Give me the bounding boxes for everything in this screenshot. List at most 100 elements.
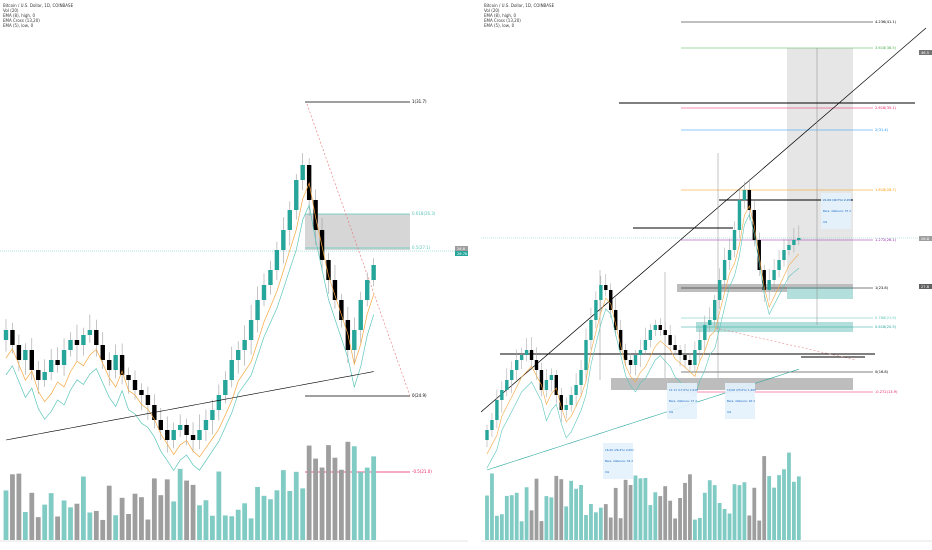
right-volume-bar — [737, 485, 742, 540]
right-volume-bar — [693, 519, 697, 540]
right-candle — [623, 350, 628, 360]
right-volume-bar — [564, 506, 569, 540]
right-volume-bar — [727, 513, 732, 540]
left-volume-bar — [229, 516, 235, 540]
left-volume-bar — [151, 478, 157, 540]
left-volume-bar — [248, 518, 254, 540]
left-price-tag-bg — [455, 246, 468, 251]
right-candle — [643, 340, 648, 350]
right-legend-symbol: Bitcoin / U.S. Dollar, 1D, COINBASE — [484, 3, 555, 8]
right-fib-label: 0.618(20.5) — [875, 325, 897, 329]
right-volume-bar — [787, 452, 791, 540]
right-chart-canvas[interactable]: 4.236(41.1) 3.618(38.5) 2.618(35.1) 2(31.4)… — [481, 0, 932, 550]
right-volume-bar — [613, 487, 618, 540]
left-candle — [274, 250, 280, 270]
right-volume-bar — [688, 474, 692, 540]
right-candle — [614, 310, 618, 330]
right-measure-box — [603, 443, 633, 479]
left-candle — [190, 435, 196, 440]
right-candle — [609, 290, 613, 310]
right-candle — [678, 350, 682, 355]
left-candle — [10, 330, 15, 345]
left-volume-bar — [358, 472, 364, 540]
right-volume-bar — [499, 514, 504, 540]
right-candle — [787, 245, 791, 250]
left-volume-bar — [74, 503, 80, 540]
right-candle — [717, 280, 722, 300]
left-volume-bar — [287, 490, 293, 540]
right-candle — [663, 330, 667, 335]
right-volume-bar — [663, 486, 668, 540]
left-candle — [42, 372, 47, 380]
right-candle — [688, 360, 692, 365]
left-candle — [139, 390, 144, 395]
right-measure-bars: Bars, distance: 37 d — [823, 209, 851, 213]
left-candle — [171, 430, 176, 440]
left-volume-bar — [255, 486, 260, 540]
left-ema-black — [5, 371, 374, 441]
right-volume-bar — [574, 488, 578, 540]
right-volume-bar — [747, 515, 752, 540]
left-volume-bar — [345, 441, 351, 540]
left-volume-bar — [113, 515, 119, 540]
right-candle — [618, 330, 623, 350]
left-volume-bar — [55, 516, 60, 540]
left-volume-bar — [300, 488, 306, 540]
left-candle — [61, 350, 67, 365]
right-measure-bars: Bars, distance: 20 d — [727, 399, 755, 403]
left-candle — [229, 360, 234, 380]
left-volume-bar — [313, 458, 318, 540]
left-candle — [261, 285, 267, 300]
left-volume-bar — [132, 493, 138, 540]
left-volume-bar — [197, 505, 202, 540]
left-price-tag: 26.8 — [457, 247, 466, 251]
right-ema-orange — [486, 205, 800, 455]
left-candle — [132, 380, 138, 390]
right-volume-bar — [608, 517, 613, 540]
right-candle — [673, 345, 677, 350]
right-legend-ema-high: EMA (8), high, 0 — [484, 13, 517, 18]
left-legend-ema-low: EMA (5), low, 0 — [3, 23, 34, 28]
right-price-tag: 46.5 — [921, 51, 929, 55]
left-volume-bar — [274, 490, 280, 540]
left-chart-canvas[interactable]: 1(31.7) 0.618(26.3) 0.5(27.1) 0(24.9) -0.5(2… — [0, 0, 468, 550]
right-volume-bar — [752, 487, 757, 540]
left-volume-bar — [171, 501, 177, 540]
right-measure-vol: Vol — [727, 410, 731, 414]
right-fib-label: 3.618(38.5) — [875, 46, 897, 50]
right-volume-bar — [668, 500, 673, 540]
left-volume-bar — [268, 499, 273, 540]
right-chart-pane[interactable]: 4.236(41.1) 3.618(38.5) 2.618(35.1) 2(31.4)… — [481, 0, 932, 550]
pane-divider[interactable] — [468, 0, 481, 550]
right-volume-bar — [658, 496, 663, 540]
left-candle — [223, 380, 228, 395]
right-volume-bar — [762, 456, 767, 540]
right-price-tag-bg — [919, 284, 932, 289]
left-volume-bar — [222, 515, 228, 540]
left-volume-bar — [35, 517, 41, 540]
right-candle — [554, 375, 558, 395]
right-volume-bar — [490, 473, 494, 540]
right-volume-bar — [648, 505, 653, 540]
left-candle — [352, 330, 357, 350]
right-candle — [633, 355, 638, 365]
left-fib-label: -0.5(21.0) — [412, 469, 432, 474]
left-volume-bar — [29, 492, 35, 540]
right-price-tag-bg — [919, 236, 932, 241]
left-volume-bar — [10, 474, 15, 540]
left-chart-pane[interactable]: 1(31.7) 0.618(26.3) 0.5(27.1) 0(24.9) -0.5(2… — [0, 0, 468, 550]
right-candle — [713, 300, 717, 320]
right-measure-range: 11.11 (17.0%) 1,618 — [669, 388, 698, 392]
right-volume-bar — [717, 503, 722, 540]
right-candle — [579, 370, 583, 385]
left-volume-bar — [126, 514, 131, 540]
left-candle — [177, 425, 183, 430]
left-candle — [300, 165, 305, 180]
left-fib-label: 0.5(27.1) — [412, 245, 431, 250]
right-volume-bar — [544, 496, 549, 540]
left-legend-ema-high: EMA (8), high, 0 — [3, 13, 36, 18]
right-volume-bar — [643, 477, 648, 540]
right-ema-teal — [486, 213, 800, 469]
right-candle — [658, 325, 662, 330]
left-candle — [158, 420, 163, 430]
